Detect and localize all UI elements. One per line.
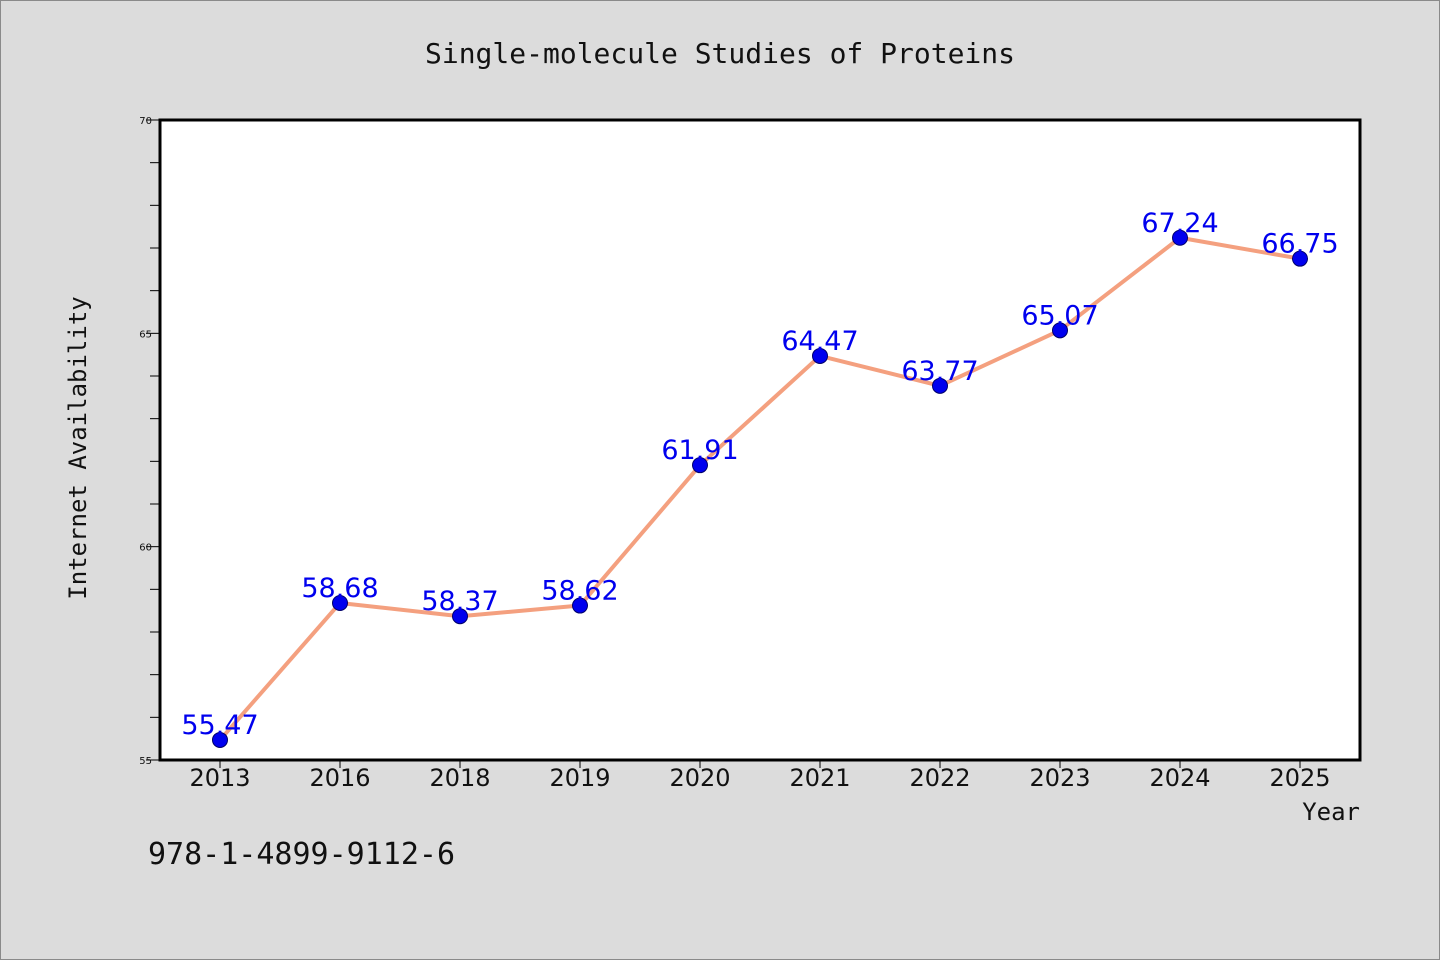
data-label: 58.62 [541,576,618,607]
x-tick-label: 2020 [669,764,730,792]
data-point [572,597,588,614]
data-markers [212,229,1308,748]
data-label: 55.47 [181,710,258,741]
data-point [932,377,948,394]
data-point [692,457,708,474]
data-point [812,347,828,364]
x-tick-label: 2023 [1029,764,1090,792]
isbn-text: 978-1-4899-9112-6 [148,837,455,872]
x-tick-label: 2022 [909,764,970,792]
chart-title: Single-molecule Studies of Proteins [425,37,1015,70]
plot-area [160,120,1360,760]
x-tick-label: 2024 [1149,764,1210,792]
data-label: 58.37 [421,586,498,617]
data-point [1052,322,1068,339]
data-point [1172,229,1188,246]
x-tick-label: 2019 [549,764,610,792]
x-axis: 2013 2016 2018 2019 2020 2021 2022 2023 2024 2025 [189,760,1331,792]
y-tick-label: 70 [139,116,152,127]
x-tick-label: 2018 [429,764,490,792]
y-axis: 55 60 65 70 [139,116,160,767]
data-label: 65.07 [1021,300,1098,331]
x-tick-label: 2016 [309,764,370,792]
data-label: 58.68 [301,573,378,604]
data-label: 61.91 [661,435,738,466]
data-point [212,731,228,748]
data-label: 63.77 [901,356,978,387]
x-tick-label: 2021 [789,764,850,792]
x-axis-title: Year [1302,798,1360,826]
data-label: 66.75 [1261,229,1338,260]
y-tick-label: 60 [139,543,152,554]
y-axis-title: Internet Availability [64,296,92,599]
series-line [218,235,1301,742]
plot-frame [158,118,1362,762]
data-label: 64.47 [781,326,858,357]
x-tick-label: 2025 [1269,764,1330,792]
y-tick-label: 65 [139,329,152,340]
y-tick-label: 55 [139,756,152,767]
x-tick-label: 2013 [189,764,250,792]
data-point [1292,250,1308,267]
data-point [452,608,468,625]
data-labels: 55.47 58.68 58.37 58.62 61.91 64.47 63.77 65.07… [181,208,1338,741]
data-label: 67.24 [1141,208,1218,239]
data-point [332,594,348,611]
